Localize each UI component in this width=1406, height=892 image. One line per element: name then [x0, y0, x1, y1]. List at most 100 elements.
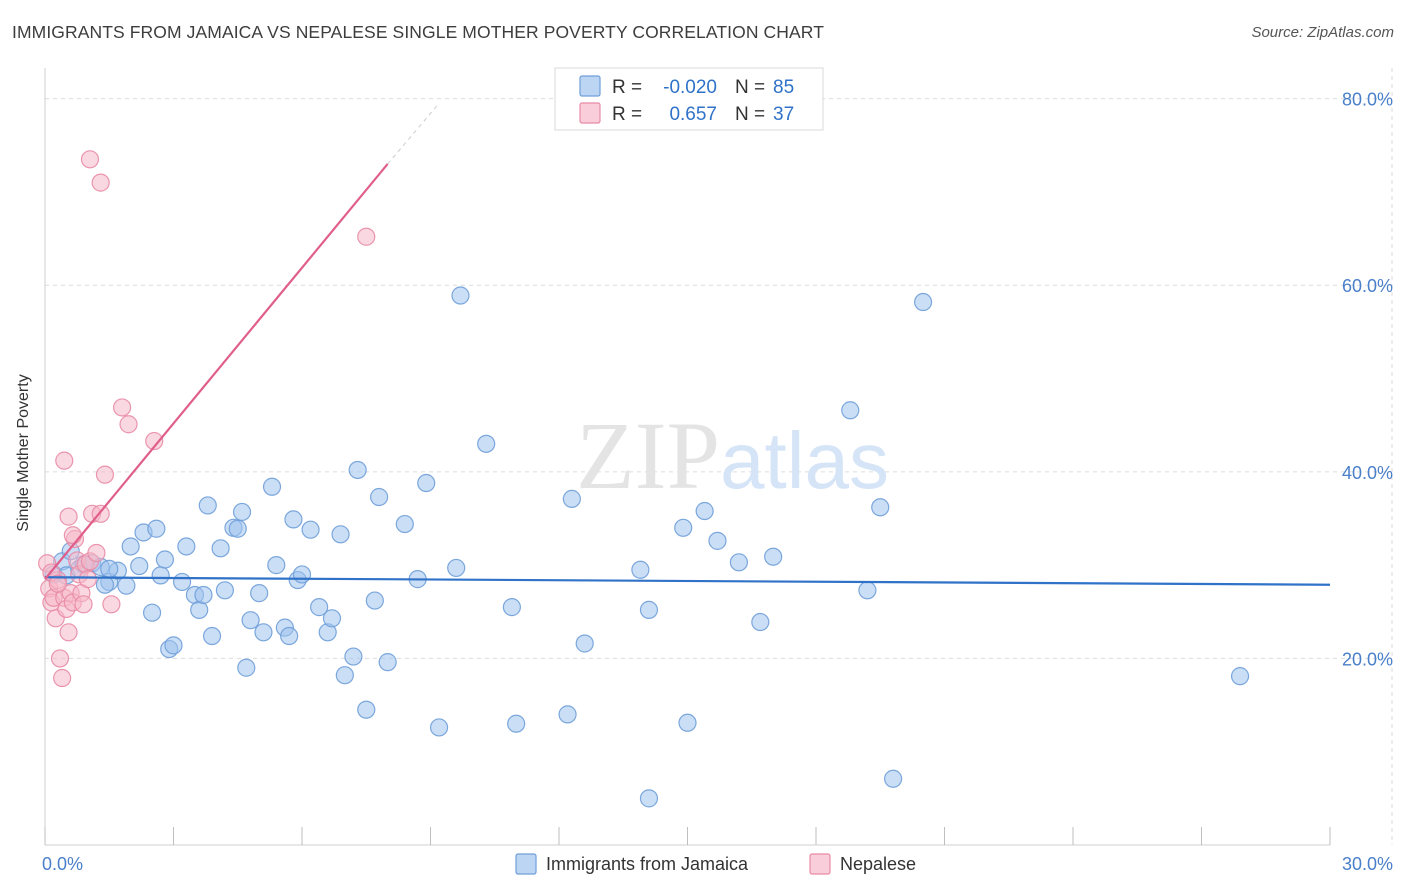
- point-jamaica: [417, 473, 436, 493]
- point-jamaica: [190, 600, 209, 620]
- point-jamaica: [267, 556, 286, 575]
- point-jamaica: [151, 566, 170, 585]
- point-jamaica: [695, 501, 714, 521]
- point-jamaica: [164, 636, 183, 655]
- watermark-zip: ZIP: [576, 402, 720, 509]
- point-jamaica: [871, 498, 890, 517]
- point-jamaica: [751, 612, 770, 632]
- point-jamaica: [142, 603, 162, 622]
- stats-n-label-nepalese: N =: [735, 104, 765, 125]
- point-jamaica: [117, 576, 136, 595]
- point-jamaica: [198, 496, 217, 515]
- point-nepalese: [112, 398, 132, 417]
- point-jamaica: [232, 502, 252, 522]
- point-jamaica: [429, 718, 449, 737]
- point-jamaica: [100, 559, 119, 578]
- point-nepalese: [59, 623, 78, 642]
- point-nepalese: [119, 415, 138, 434]
- legend-label-nepalese: Nepalese: [840, 854, 916, 874]
- stats-r-value-jamaica: -0.020: [663, 77, 717, 98]
- point-jamaica: [121, 537, 140, 556]
- chart-source: Source: ZipAtlas.com: [1251, 24, 1394, 41]
- y-tick-label: 40.0%: [1342, 463, 1393, 483]
- stats-legend: R = -0.020 N = 85 R = 0.657 N = 37: [554, 67, 824, 131]
- point-jamaica: [913, 292, 933, 312]
- stats-r-label-nepalese: R =: [612, 104, 642, 125]
- point-jamaica: [344, 647, 363, 666]
- point-jamaica: [292, 565, 312, 584]
- point-jamaica: [335, 666, 354, 685]
- trend-layer: [44, 102, 1331, 586]
- trend-line-nepalese-extension: [387, 102, 440, 165]
- x-tick-label: 30.0%: [1342, 854, 1393, 874]
- y-tick-label: 60.0%: [1342, 276, 1393, 296]
- stats-r-label-jamaica: R =: [612, 77, 642, 98]
- stats-swatch-jamaica: [579, 75, 601, 97]
- point-jamaica: [228, 519, 247, 538]
- stats-n-value-nepalese: 37: [773, 104, 794, 125]
- grid-layer: [45, 68, 1393, 845]
- point-jamaica: [237, 658, 256, 677]
- point-nepalese: [87, 543, 106, 563]
- point-nepalese: [48, 574, 67, 593]
- point-jamaica: [194, 585, 213, 605]
- point-jamaica: [211, 539, 230, 558]
- point-nepalese: [74, 595, 93, 614]
- point-jamaica: [447, 558, 466, 578]
- point-nepalese: [80, 150, 100, 169]
- legend-label-jamaica: Immigrants from Jamaica: [546, 854, 749, 874]
- point-jamaica: [395, 514, 414, 534]
- point-jamaica: [155, 550, 175, 569]
- point-jamaica: [451, 286, 470, 305]
- point-nepalese: [55, 451, 74, 470]
- watermark-atlas: atlas: [720, 416, 889, 505]
- trend-line-jamaica: [44, 576, 1331, 586]
- chart-title: IMMIGRANTS FROM JAMAICA VS NEPALESE SING…: [12, 22, 824, 42]
- point-jamaica: [764, 547, 783, 566]
- point-jamaica: [841, 401, 860, 420]
- point-jamaica: [130, 556, 149, 576]
- point-jamaica: [631, 560, 650, 579]
- stats-swatch-nepalese: [579, 102, 601, 124]
- point-jamaica: [678, 713, 697, 732]
- legend-swatch-nepalese: [809, 853, 831, 875]
- point-jamaica: [357, 700, 376, 719]
- point-jamaica: [284, 510, 303, 529]
- point-jamaica: [280, 626, 299, 646]
- trend-line-nepalese: [44, 163, 389, 580]
- point-jamaica: [502, 598, 521, 617]
- point-jamaica: [708, 531, 727, 550]
- point-jamaica: [348, 460, 367, 480]
- point-jamaica: [241, 611, 260, 630]
- watermark: ZIP atlas: [576, 402, 889, 509]
- point-nepalese: [78, 570, 97, 589]
- y-tick-label: 80.0%: [1342, 90, 1393, 110]
- point-nepalese: [102, 595, 121, 614]
- point-jamaica: [147, 519, 166, 538]
- point-nepalese: [357, 227, 376, 246]
- point-jamaica: [202, 626, 222, 646]
- tick-labels: 20.0% 40.0% 60.0% 80.0% 0.0% 30.0%: [42, 90, 1393, 874]
- point-nepalese: [53, 668, 72, 688]
- stats-n-value-jamaica: 85: [773, 77, 794, 98]
- point-nepalese: [50, 649, 70, 668]
- y-tick-label: 20.0%: [1342, 649, 1393, 669]
- point-nepalese: [95, 465, 115, 484]
- point-nepalese: [145, 431, 164, 451]
- point-jamaica: [858, 581, 877, 600]
- axis-layer: [44, 68, 1331, 846]
- point-jamaica: [177, 537, 196, 556]
- point-jamaica: [331, 525, 350, 544]
- point-jamaica: [250, 584, 269, 603]
- stats-n-label-jamaica: N =: [735, 77, 765, 98]
- point-jamaica: [310, 598, 329, 617]
- point-jamaica: [215, 581, 234, 600]
- series-legend: Immigrants from Jamaica Nepalese: [515, 853, 916, 875]
- point-jamaica: [301, 520, 320, 539]
- point-jamaica: [575, 634, 594, 653]
- point-jamaica: [172, 572, 192, 592]
- x-tick-label: 0.0%: [42, 854, 83, 874]
- point-jamaica: [507, 714, 526, 733]
- point-jamaica: [365, 591, 384, 610]
